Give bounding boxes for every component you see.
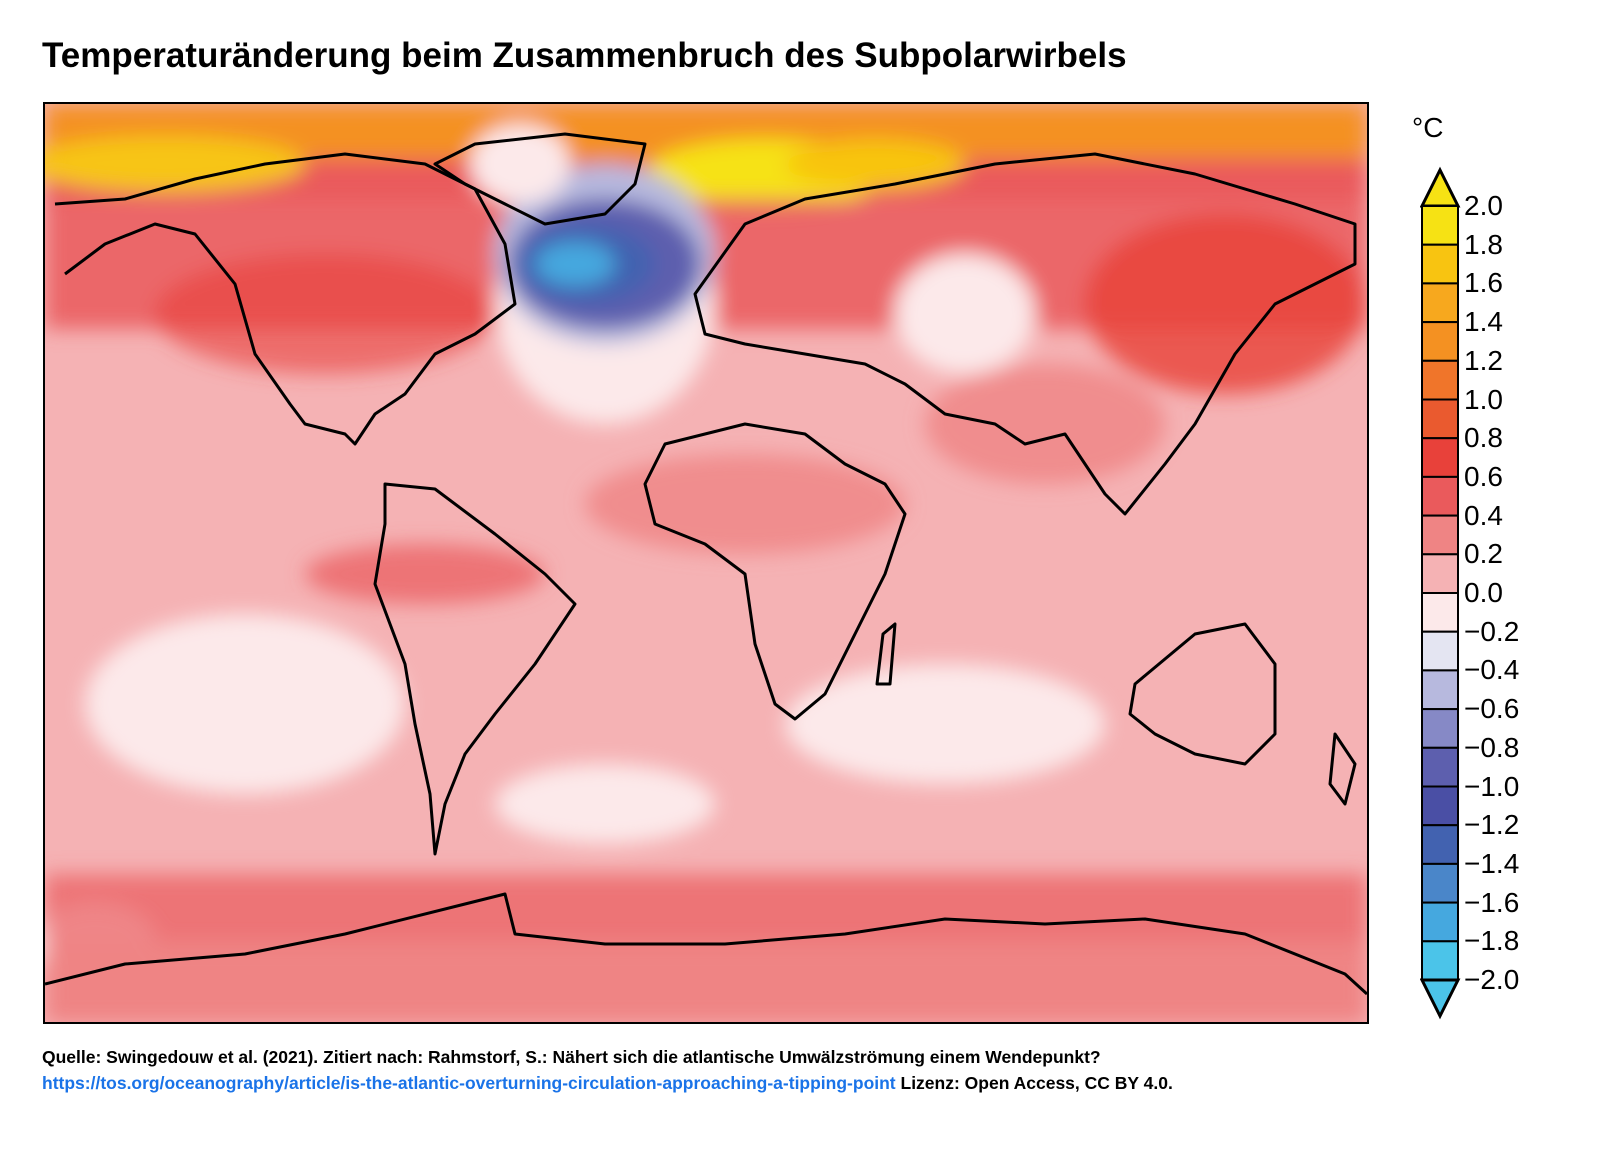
legend-band	[1421, 862, 1459, 904]
source-citation: Quelle: Swingedouw et al. (2021). Zitier…	[42, 1047, 1101, 1067]
africa-outline	[643, 422, 907, 721]
new-zealand-outline	[1328, 732, 1357, 806]
map-title: Temperaturänderung beim Zusammenbruch de…	[42, 36, 1127, 75]
legend-tick-label: −0.8	[1464, 731, 1520, 763]
source-link[interactable]: https://tos.org/oceanography/article/is-…	[42, 1073, 896, 1093]
legend-tick-label: 0.0	[1464, 577, 1503, 608]
legend-tick-label: −0.6	[1464, 693, 1520, 725]
legend-tick-label: 1.6	[1464, 267, 1503, 299]
north-america-outline	[54, 152, 517, 446]
legend-band	[1421, 553, 1459, 594]
legend-tick-label: 1.4	[1464, 306, 1503, 338]
legend-band	[1421, 514, 1459, 556]
temperature-map	[43, 102, 1369, 1024]
license-text: Lizenz: Open Access, CC BY 4.0.	[895, 1073, 1173, 1093]
legend-tick-label: −1.4	[1464, 847, 1520, 879]
legend-tick-label: 1.0	[1464, 383, 1503, 415]
legend-band	[1421, 282, 1459, 324]
australia-outline	[1128, 622, 1277, 766]
legend-band	[1421, 398, 1459, 440]
legend-tick-label: −0.2	[1464, 615, 1520, 647]
legend-band	[1421, 592, 1459, 633]
legend-band	[1421, 243, 1459, 285]
madagascar-outline	[875, 622, 897, 686]
color-legend	[1420, 166, 1461, 1020]
legend-band	[1421, 475, 1459, 517]
legend-band	[1421, 940, 1459, 981]
legend-tick-label: 1.8	[1464, 228, 1503, 260]
legend-band	[1421, 746, 1459, 788]
legend-band	[1421, 785, 1459, 827]
legend-bottom-arrow	[1420, 978, 1461, 1020]
antarctica-outline	[45, 892, 1367, 996]
legend-tick-label: 0.6	[1464, 460, 1503, 492]
legend-band	[1421, 359, 1459, 401]
legend-tick-label: −0.4	[1464, 654, 1520, 686]
south-america-outline	[373, 482, 577, 856]
coastlines	[45, 132, 1367, 996]
temperature-map-svg	[45, 104, 1367, 1022]
legend-tick-label: 1.2	[1464, 344, 1503, 376]
legend-band	[1421, 669, 1459, 711]
legend-tick-label: −1.8	[1464, 925, 1520, 957]
legend-tick-label: −1.2	[1464, 809, 1520, 841]
legend-tick-label: 0.8	[1464, 422, 1503, 454]
legend-band	[1421, 901, 1459, 943]
legend-unit: °C	[1412, 112, 1444, 143]
greenland-outline	[433, 132, 647, 226]
legend-band	[1421, 205, 1459, 246]
legend-tick-label: −2.0	[1464, 964, 1520, 995]
legend-band	[1421, 437, 1459, 478]
legend-tick-label: 0.2	[1464, 538, 1503, 570]
legend-tick-label: −1.0	[1464, 770, 1520, 802]
eurasia-outline	[693, 152, 1357, 516]
temperature-contours	[45, 104, 1367, 1022]
legend-band	[1421, 321, 1459, 362]
legend-band	[1421, 708, 1459, 749]
legend-band	[1421, 630, 1459, 672]
source-line2: https://tos.org/oceanography/article/is-…	[42, 1073, 1173, 1094]
legend-tick-label: 2.0	[1464, 190, 1503, 221]
legend-tick-label: 0.4	[1464, 499, 1503, 531]
legend-tick-label: −1.6	[1464, 886, 1520, 918]
legend-top-arrow	[1420, 166, 1461, 208]
legend-band	[1421, 824, 1459, 865]
